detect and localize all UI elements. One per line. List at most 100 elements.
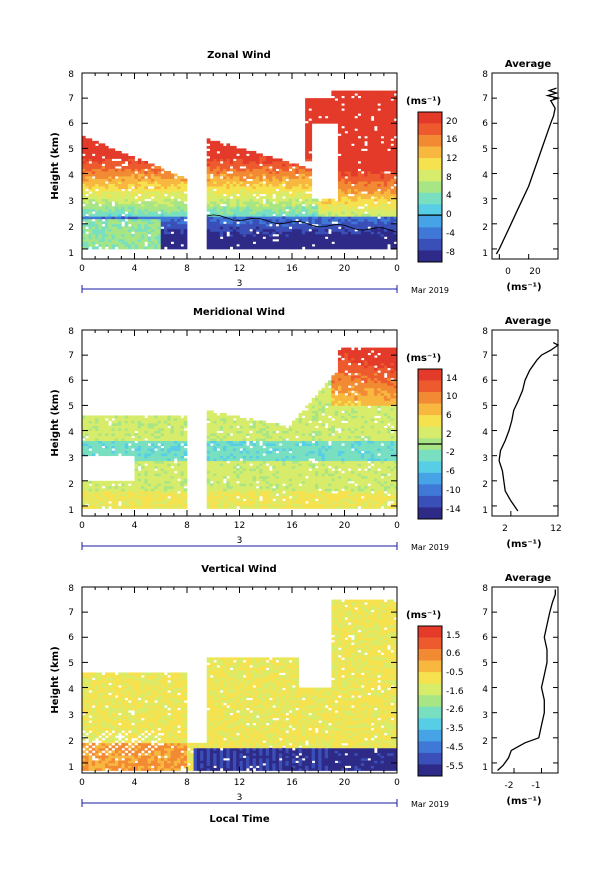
field-cell <box>216 193 221 197</box>
field-cell <box>357 246 362 250</box>
field-cell <box>213 218 217 222</box>
field-cell <box>357 221 362 225</box>
field-cell <box>374 236 378 240</box>
field-cell <box>137 417 142 421</box>
field-cell <box>101 425 106 429</box>
field-cell <box>278 191 283 195</box>
field-cell <box>164 455 168 459</box>
field-cell <box>318 208 322 212</box>
field-cell <box>219 213 224 217</box>
field-cell <box>308 145 313 149</box>
field-cell <box>367 138 372 142</box>
field-cell <box>351 150 355 154</box>
field-cell <box>374 163 378 167</box>
field-cell <box>95 231 99 235</box>
field-cell <box>255 160 260 164</box>
field-cell <box>91 453 96 457</box>
field-cell <box>124 440 129 444</box>
field-cell <box>364 226 368 230</box>
field-cell <box>308 236 313 240</box>
field-cell <box>124 201 129 205</box>
field-cell <box>308 120 313 124</box>
field-cell <box>160 236 165 240</box>
field-cell <box>331 233 336 237</box>
field-cell <box>252 231 257 235</box>
field-cell <box>393 203 397 207</box>
field-cell <box>239 246 244 250</box>
field-cell <box>285 246 290 250</box>
field-cell <box>85 176 89 179</box>
field-cell <box>141 470 145 474</box>
field-cell <box>111 148 116 152</box>
field-cell <box>229 445 234 449</box>
field-cell <box>377 196 381 200</box>
field-cell <box>390 173 395 177</box>
field-cell <box>180 196 185 200</box>
field-cell <box>219 470 224 474</box>
field-cell <box>127 480 132 484</box>
field-cell <box>82 445 86 449</box>
field-cell <box>242 150 247 154</box>
field-cell <box>150 231 155 235</box>
field-cell <box>374 155 378 159</box>
field-cell <box>347 133 352 137</box>
field-cell <box>311 233 316 237</box>
field-cell <box>88 228 93 232</box>
field-cell <box>88 153 93 157</box>
field-cell <box>226 208 231 212</box>
field-cell <box>324 198 329 202</box>
field-cell <box>377 98 381 102</box>
field-cell <box>157 236 162 240</box>
field-cell <box>374 188 378 192</box>
field-cell <box>170 203 175 207</box>
field-cell <box>114 450 119 454</box>
field-cell <box>223 470 227 474</box>
field-cell <box>232 503 237 507</box>
field-cell <box>177 423 181 426</box>
field-cell <box>321 98 326 102</box>
field-cell <box>334 203 339 207</box>
field-cell <box>118 423 122 426</box>
field-cell <box>180 475 185 479</box>
field-cell <box>134 425 139 429</box>
field-cell <box>170 483 175 487</box>
field-cell <box>154 221 158 225</box>
field-cell <box>95 178 99 182</box>
field-cell <box>377 90 381 94</box>
field-cell <box>305 105 309 109</box>
field-cell <box>160 221 165 225</box>
field-cell <box>219 488 224 492</box>
field-cell <box>308 135 313 139</box>
field-cell <box>111 505 116 509</box>
field-cell <box>131 206 135 210</box>
field-cell <box>331 231 336 235</box>
field-cell <box>118 445 122 449</box>
field-cell <box>206 231 211 235</box>
field-cell <box>91 415 96 419</box>
field-cell <box>108 193 112 197</box>
field-cell <box>364 183 368 187</box>
field-cell <box>344 203 349 207</box>
field-cell <box>229 420 234 424</box>
field-cell <box>393 143 397 147</box>
field-cell <box>144 420 149 424</box>
field-cell <box>239 236 244 240</box>
field-cell <box>124 183 129 187</box>
field-cell <box>351 133 355 137</box>
field-cell <box>150 243 155 247</box>
field-cell <box>301 243 306 247</box>
field-cell <box>374 143 378 147</box>
field-cell <box>364 193 368 197</box>
field-cell <box>324 103 329 107</box>
field-cell <box>91 181 96 184</box>
field-cell <box>137 485 142 489</box>
field-cell <box>242 178 247 182</box>
field-cell <box>177 488 181 492</box>
field-cell <box>98 428 103 431</box>
field-cell <box>383 196 388 200</box>
field-cell <box>160 423 165 426</box>
field-cell <box>111 231 116 235</box>
field-cell <box>213 163 217 167</box>
field-cell <box>127 485 132 489</box>
field-cell <box>82 228 86 232</box>
